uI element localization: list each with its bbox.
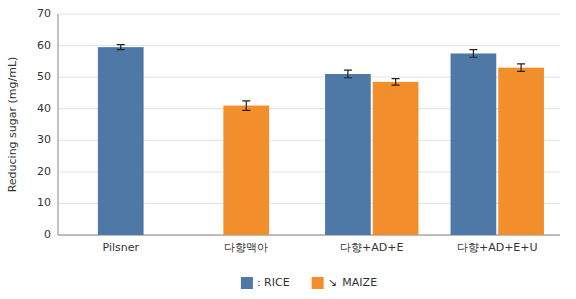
legend-label: MAIZE — [339, 276, 377, 289]
x-tick-label: 다향+AD+E+U — [457, 241, 538, 254]
bar — [451, 53, 497, 235]
error-bar — [469, 50, 477, 58]
legend-label: : RICE — [257, 276, 290, 289]
grid-line — [58, 45, 560, 46]
x-tick-label: Pilsner — [103, 241, 140, 254]
error-bar — [117, 45, 125, 50]
bar — [223, 106, 269, 235]
y-tick-label: 20 — [37, 165, 51, 178]
error-bar — [517, 64, 525, 72]
y-tick-label: 30 — [37, 133, 51, 146]
error-bar — [344, 70, 352, 78]
bar — [373, 82, 419, 235]
legend-item: : RICE — [241, 276, 290, 289]
y-tick-label: 60 — [37, 39, 51, 52]
bar — [325, 74, 371, 235]
chart: 0 10 20 30 40 50 60 70 Pilsner 다향맥아 다향+AD+E 다향+AD+E… — [0, 0, 576, 299]
bars — [98, 45, 544, 235]
x-tick-label: 다향맥아 — [224, 241, 268, 254]
annotation: ↘ — [328, 276, 337, 289]
legend-swatch — [241, 277, 253, 289]
axes: 0 10 20 30 40 50 60 70 Pilsner 다향맥아 다향+AD+E 다향+AD+E… — [37, 7, 560, 254]
y-tick-label: 40 — [37, 102, 51, 115]
error-bar — [242, 101, 250, 110]
y-tick-label: 0 — [44, 228, 51, 241]
bar — [98, 47, 144, 235]
y-tick-label: 70 — [37, 7, 51, 20]
legend: : RICE ↘ MAIZE — [241, 276, 377, 289]
y-tick-label: 50 — [37, 70, 51, 83]
bar — [498, 68, 544, 235]
y-axis-label: Reducing sugar (mg/mL) — [6, 57, 19, 193]
legend-swatch — [312, 277, 324, 289]
y-axis-line — [58, 14, 59, 235]
x-tick-label: 다향+AD+E — [340, 241, 403, 254]
y-tick-label: 10 — [37, 196, 51, 209]
error-bar — [392, 79, 400, 85]
grid — [58, 14, 560, 235]
legend-item: ↘ MAIZE — [312, 276, 378, 289]
grid-line — [58, 14, 560, 15]
